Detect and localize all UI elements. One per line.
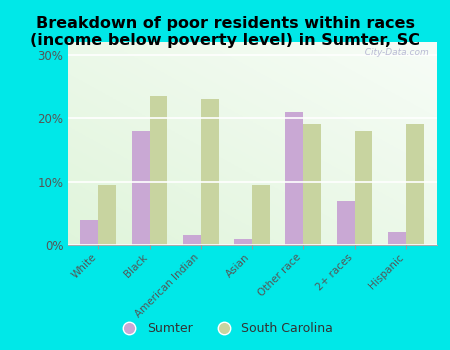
Text: City-Data.com: City-Data.com: [360, 48, 429, 57]
Bar: [234, 239, 252, 245]
Legend: Sumter, South Carolina: Sumter, South Carolina: [112, 317, 338, 340]
Bar: [98, 185, 116, 245]
Bar: [303, 125, 321, 245]
Bar: [406, 125, 424, 245]
Bar: [149, 96, 167, 245]
Bar: [80, 220, 98, 245]
Bar: [388, 232, 406, 245]
Bar: [337, 201, 355, 245]
Bar: [131, 131, 149, 245]
Bar: [355, 131, 373, 245]
Text: Breakdown of poor residents within races
(income below poverty level) in Sumter,: Breakdown of poor residents within races…: [30, 16, 420, 48]
Bar: [252, 185, 270, 245]
Bar: [201, 99, 219, 245]
Bar: [183, 236, 201, 245]
Bar: [285, 112, 303, 245]
